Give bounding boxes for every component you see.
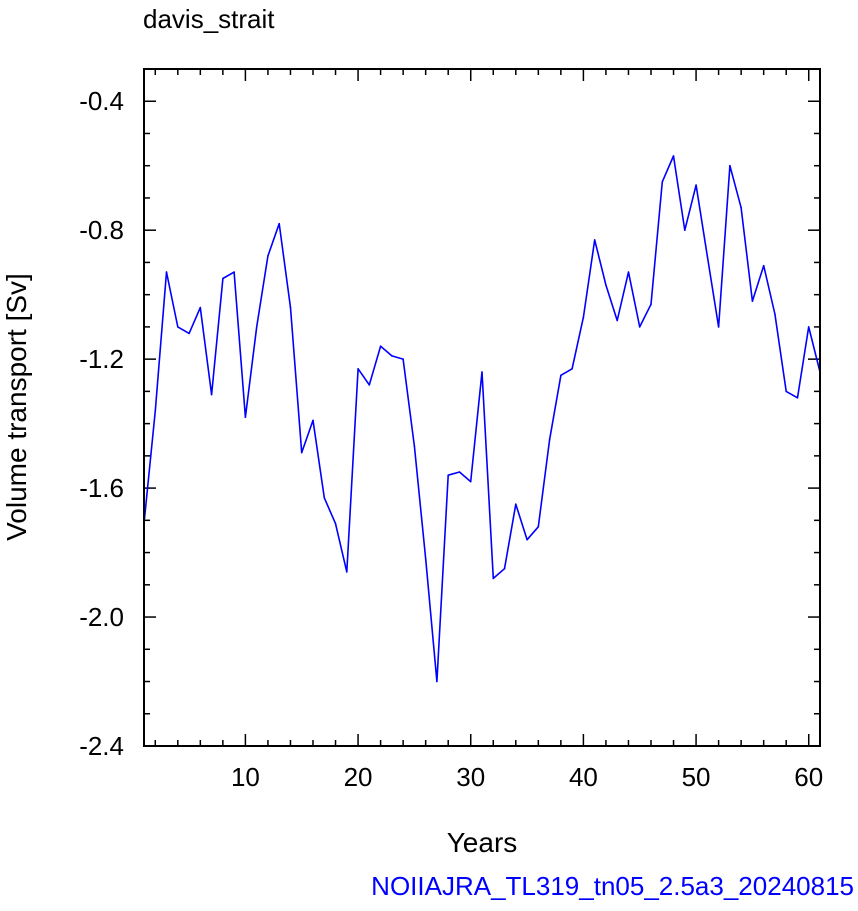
x-tick-label: 20 (344, 762, 373, 792)
data-point (222, 277, 224, 280)
data-point (379, 345, 382, 348)
data-point (188, 332, 190, 335)
data-point (177, 326, 179, 328)
chart-title: davis_strait (143, 4, 275, 34)
data-point (638, 326, 641, 328)
y-tick-label: -2.4 (79, 731, 124, 761)
x-tick-label: 10 (231, 762, 260, 792)
data-point (346, 571, 348, 573)
series-layer (143, 155, 821, 683)
data-point (458, 471, 461, 473)
data-point (740, 206, 742, 209)
data-point (244, 416, 247, 419)
data-point (627, 271, 630, 273)
data-point (650, 303, 652, 306)
x-tick-label: 50 (682, 762, 711, 792)
data-point (334, 522, 337, 525)
data-point (706, 255, 709, 257)
data-point (447, 474, 450, 477)
x-tick-label: 30 (456, 762, 485, 792)
y-tick-label: -1.6 (79, 473, 124, 503)
data-point (672, 155, 675, 157)
x-axis-label: Years (447, 827, 518, 858)
data-point (199, 306, 202, 309)
plot-frame (143, 68, 821, 747)
data-point (537, 526, 540, 528)
x-tick-label: 40 (569, 762, 598, 792)
data-point (165, 271, 168, 273)
data-point (593, 239, 596, 241)
run-id-label: NOIIAJRA_TL319_tn05_2.5a3_20240815 (371, 871, 854, 901)
data-point (616, 319, 618, 322)
data-point (357, 368, 359, 370)
data-point (492, 577, 495, 580)
data-point (571, 368, 573, 370)
data-point (469, 480, 472, 483)
data-point (774, 313, 776, 315)
data-point (436, 680, 438, 683)
data-point (751, 300, 754, 302)
data-point (154, 409, 157, 412)
data-point (424, 558, 427, 560)
y-tick-label: -0.4 (79, 86, 124, 116)
data-point (413, 445, 416, 448)
data-point (695, 184, 697, 186)
data-point (210, 393, 213, 396)
tick-labels: 10 20 30 40 50 60 -0.4 -0.8 -1.2 -1.6 -2.0 -2.4 (79, 86, 823, 792)
data-point (762, 264, 765, 267)
data-point (526, 538, 528, 541)
y-tick-label: -1.2 (79, 344, 124, 374)
data-point (312, 419, 314, 422)
data-point (278, 222, 281, 225)
data-point (548, 438, 551, 441)
data-point (300, 451, 303, 454)
data-point (605, 284, 607, 286)
y-tick-label: -0.8 (79, 215, 124, 245)
y-tick-label: -2.0 (79, 602, 124, 632)
x-tick-label: 60 (794, 762, 823, 792)
data-point (391, 355, 393, 357)
y-axis-label: Volume transport [Sv] (1, 273, 32, 541)
data-point (796, 397, 799, 399)
data-point (481, 371, 483, 373)
data-point (402, 358, 404, 360)
data-point (729, 164, 731, 167)
series-line (143, 155, 821, 683)
data-point (785, 390, 787, 393)
data-point (515, 503, 517, 506)
data-point (255, 326, 258, 328)
data-point (807, 326, 810, 328)
data-point (560, 374, 562, 377)
data-point (233, 271, 235, 273)
data-point (323, 497, 326, 499)
data-point (289, 306, 292, 309)
data-point (717, 326, 720, 328)
data-point (661, 181, 664, 183)
data-point (267, 255, 269, 257)
data-point (582, 316, 585, 319)
data-point (503, 567, 506, 570)
data-point (368, 384, 371, 386)
data-point (684, 229, 686, 231)
